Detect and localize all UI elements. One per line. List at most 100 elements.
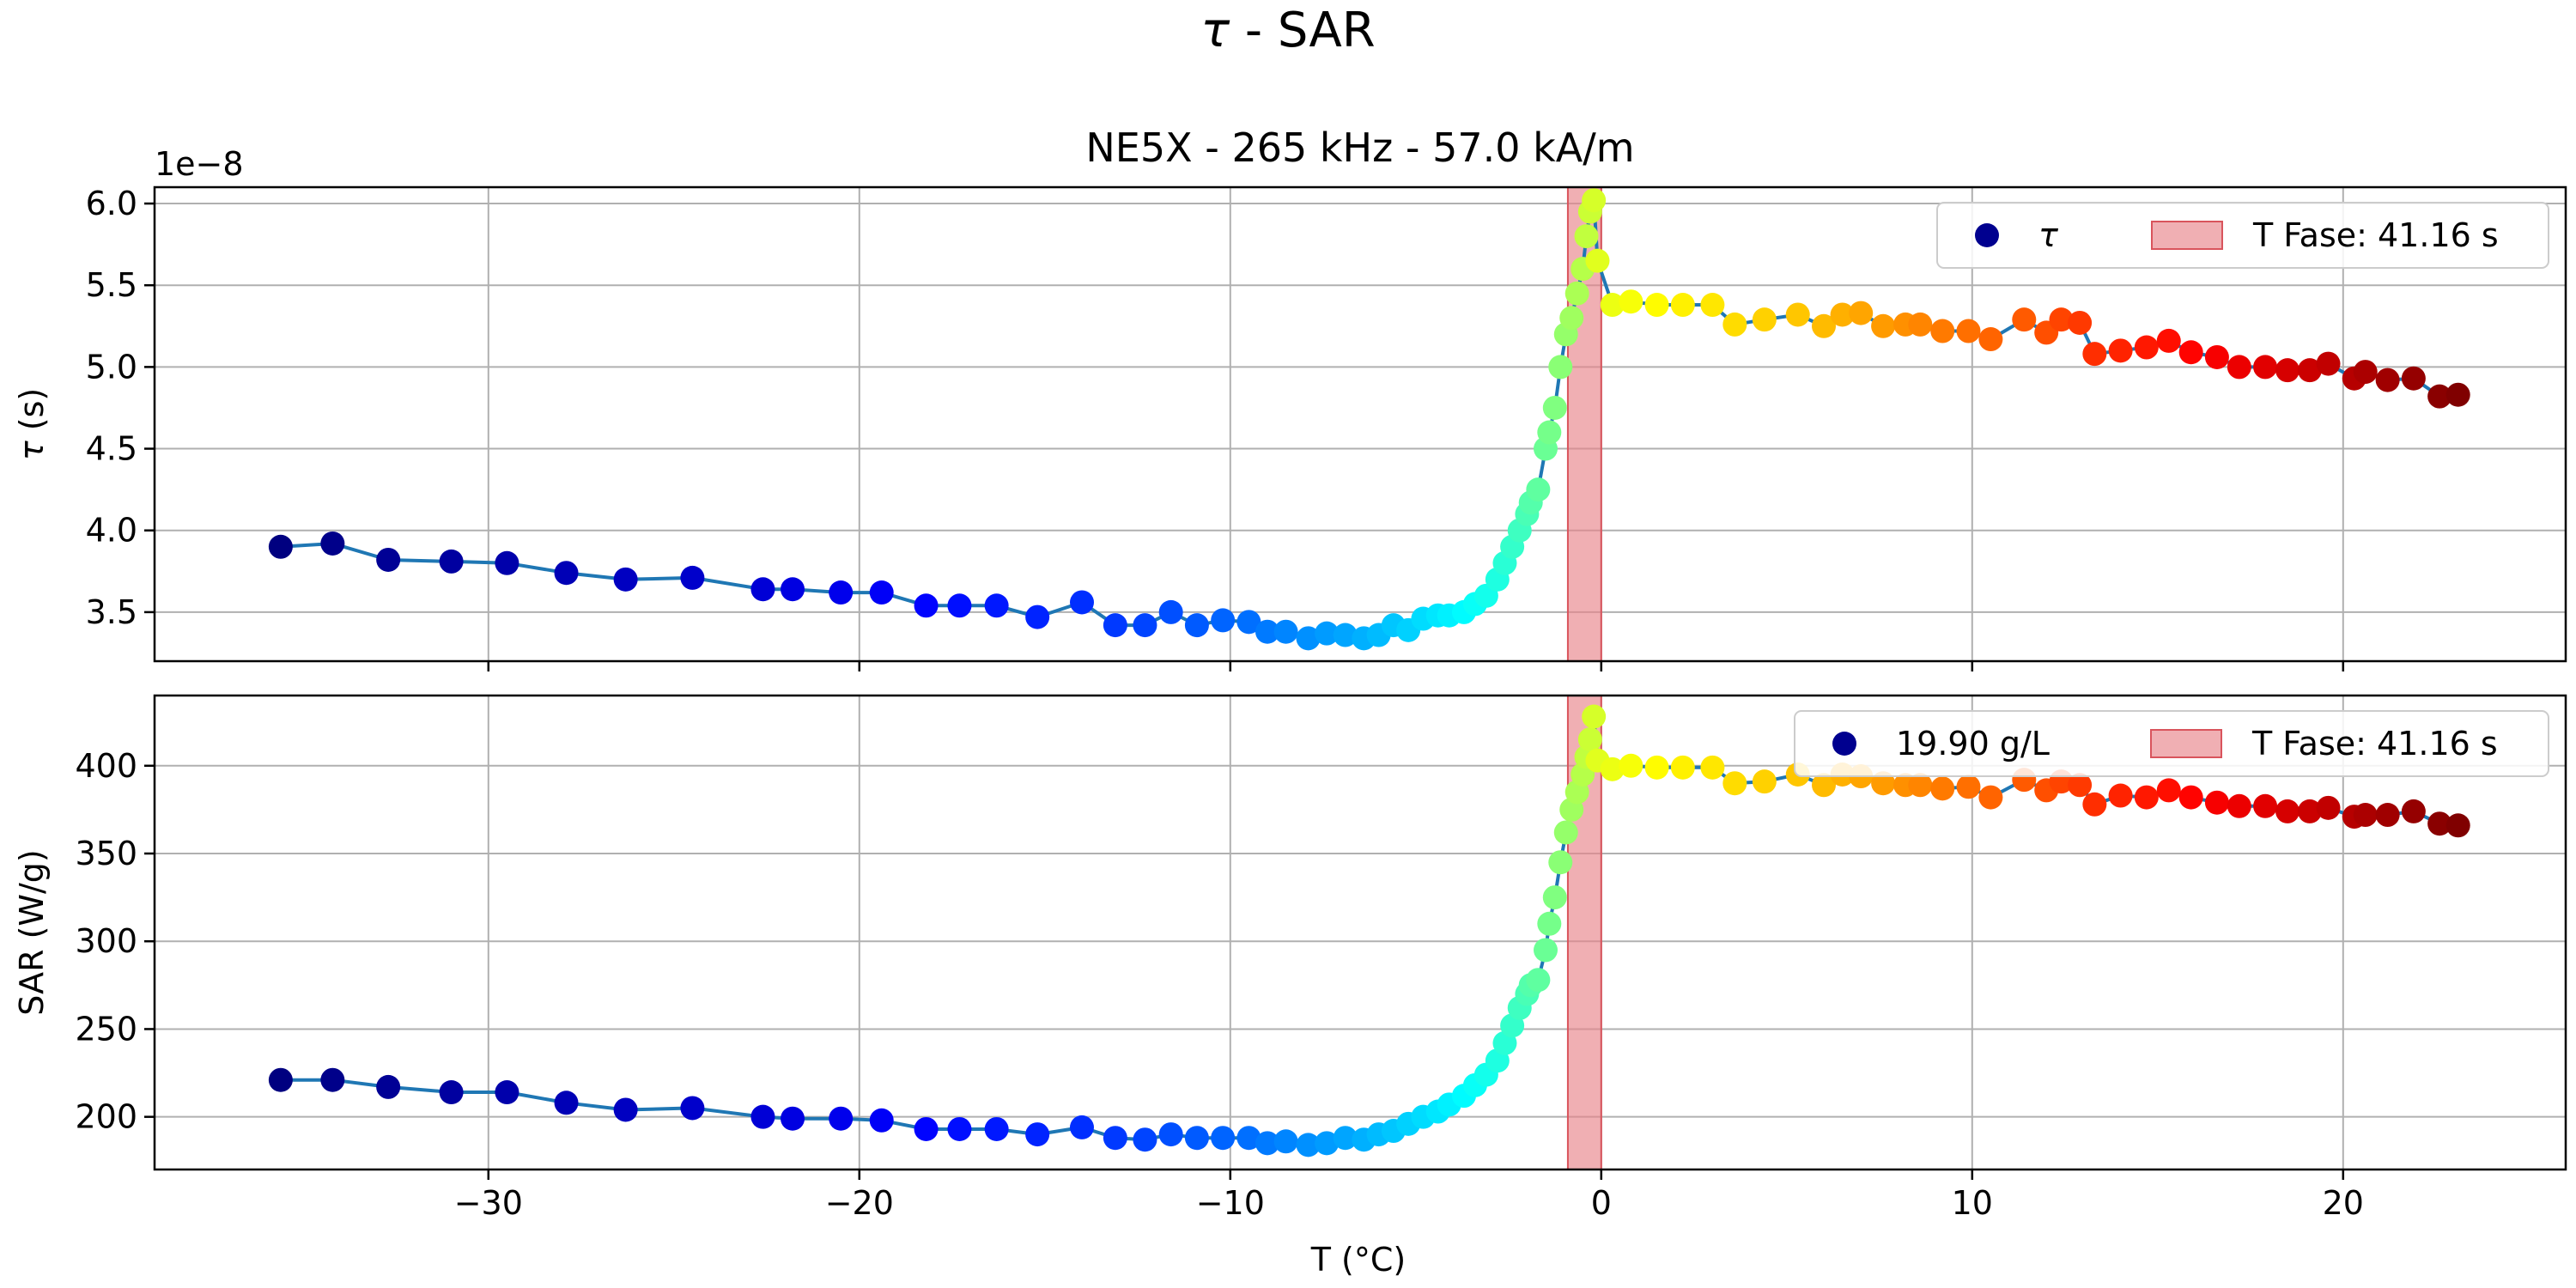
data-point [2156, 778, 2181, 803]
data-point [376, 1074, 401, 1099]
data-point [1333, 623, 1358, 647]
y-tick-label: 400 [75, 747, 137, 785]
tau-panel: 3.5 4.0 4.5 5.0 5.5 6.0 τ (s) 1e−8 NE5X - 265 kH… [13, 125, 2567, 671]
data-point [1537, 420, 1562, 445]
data-point [2068, 310, 2093, 335]
data-point [947, 1116, 972, 1141]
y-axis-label-text: SAR (W/g) [13, 849, 51, 1015]
data-point [2297, 799, 2322, 823]
data-point [2227, 793, 2251, 818]
data-point [1619, 289, 1643, 314]
data-point [1812, 773, 1836, 798]
legend-band-swatch [2151, 221, 2223, 250]
legend: τ T Fase: 41.16 s [1936, 202, 2549, 269]
data-point [439, 1080, 464, 1105]
data-point [2353, 360, 2378, 385]
legend-label: T Fase: 41.16 s [2251, 725, 2498, 762]
data-point [1103, 1126, 1127, 1151]
data-point [2068, 773, 2093, 798]
data-point [1542, 395, 1567, 420]
data-point [2275, 799, 2300, 823]
x-tick-label: 0 [1591, 1184, 1612, 1222]
data-point [2082, 792, 2107, 817]
data-point [781, 1106, 805, 1131]
data-point [2204, 344, 2229, 369]
data-point [1158, 1122, 1183, 1147]
data-point [2178, 785, 2203, 810]
data-point [1158, 599, 1183, 624]
data-point [1236, 610, 1261, 635]
data-point [1296, 1133, 1321, 1157]
data-point [1526, 968, 1551, 993]
subplot-title: NE5X - 265 kHz - 57.0 kA/m [1085, 125, 1634, 171]
data-point [1785, 302, 1810, 327]
legend-label: T Fase: 41.16 s [2252, 216, 2499, 254]
data-point [1333, 1126, 1358, 1151]
data-point [1537, 911, 1562, 936]
data-point [1908, 773, 1933, 798]
data-point [1670, 293, 1695, 318]
data-point [1211, 608, 1236, 633]
data-point [1296, 626, 1321, 651]
x-tick-label: −20 [825, 1184, 894, 1222]
y-tick-label: 3.5 [86, 593, 137, 631]
data-point [1542, 885, 1567, 910]
data-point [680, 1096, 705, 1121]
x-tick-label: −30 [454, 1184, 523, 1222]
y-tick-label: 5.5 [86, 266, 137, 304]
data-point [320, 531, 345, 556]
data-point [2316, 795, 2341, 820]
x-tick-label: −10 [1196, 1184, 1265, 1222]
data-point [869, 580, 894, 605]
legend: 19.90 g/L T Fase: 41.16 s [1794, 710, 2549, 777]
data-point [1103, 613, 1127, 638]
data-point [914, 1116, 939, 1141]
data-point [2253, 355, 2278, 380]
data-point [984, 1116, 1009, 1141]
data-point [1211, 1126, 1236, 1151]
legend-box [1936, 202, 2549, 269]
data-point [1577, 727, 1602, 752]
data-point [1255, 619, 1279, 644]
data-point [1978, 327, 2003, 352]
y-offset-label: 1e−8 [155, 145, 244, 183]
data-point [1559, 306, 1584, 331]
data-point [1930, 319, 1955, 343]
data-point [376, 547, 401, 572]
data-point [2375, 368, 2400, 392]
data-point [2134, 785, 2159, 810]
data-point [914, 593, 939, 618]
legend-band-swatch [2150, 729, 2222, 758]
data-point [1600, 293, 1625, 318]
data-point [268, 1067, 293, 1092]
data-point [1871, 771, 1896, 796]
data-point [1025, 605, 1050, 629]
data-point [1930, 776, 1955, 801]
data-point [1582, 188, 1607, 213]
data-point [1315, 621, 1340, 646]
suptitle: τ - SAR [1200, 3, 1375, 58]
data-point [1025, 1122, 1050, 1147]
data-point [1534, 938, 1558, 963]
data-point [1548, 850, 1573, 875]
data-point [2178, 340, 2203, 365]
y-tick-label: 350 [75, 835, 137, 872]
data-point [268, 534, 293, 559]
data-point [1070, 590, 1094, 615]
data-point [829, 1106, 854, 1131]
data-point [829, 580, 854, 605]
sar-panel: −30 −20 −10 0 10 20 200 250 300 350 400 SAR (W/g) 19… [13, 694, 2567, 1222]
data-point [1582, 704, 1607, 729]
data-point [1700, 755, 1725, 780]
data-point [1752, 307, 1777, 332]
data-point [1184, 1126, 1209, 1151]
data-point [2227, 355, 2251, 380]
data-point [1956, 775, 1981, 799]
data-point [1548, 355, 1573, 380]
y-axis-label-text: (s) [13, 388, 51, 441]
series-line [280, 714, 2458, 1147]
x-tick-label: 10 [1952, 1184, 1993, 1222]
data-point [2297, 358, 2322, 383]
data-point [439, 549, 464, 574]
data-point [1752, 769, 1777, 794]
